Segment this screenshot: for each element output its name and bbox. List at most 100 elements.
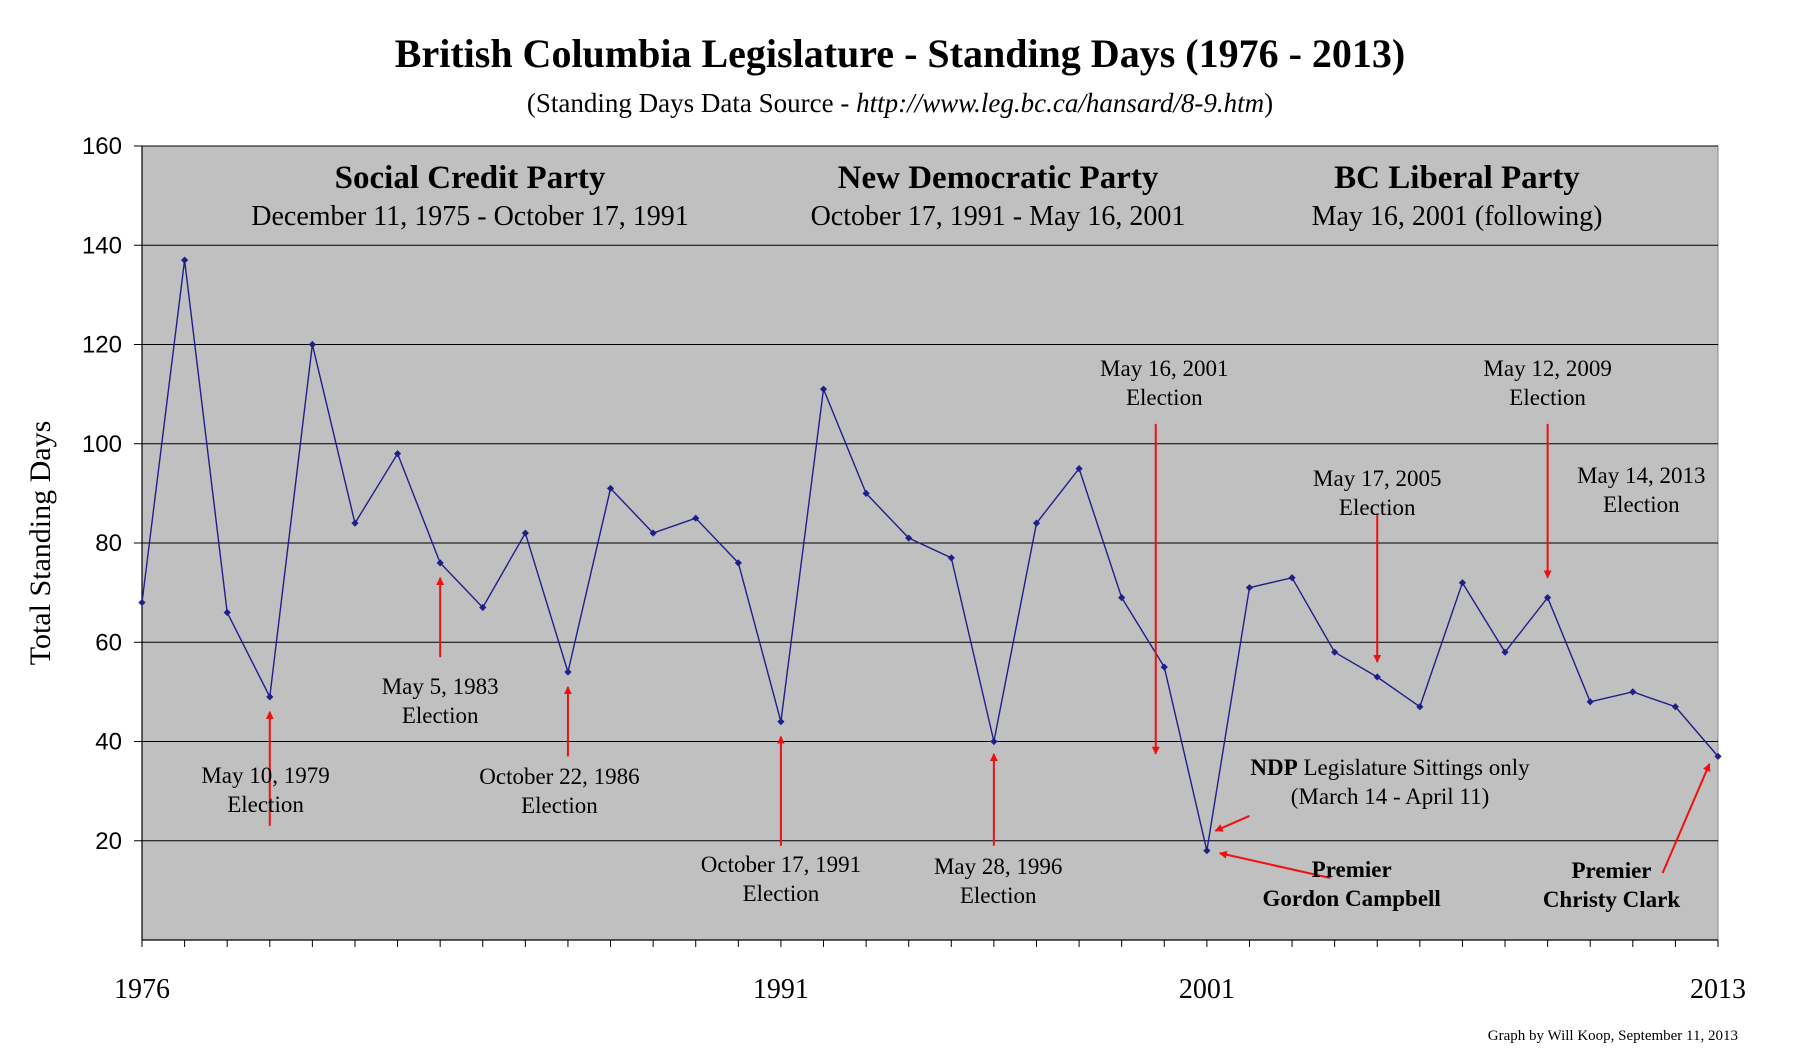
data-point-1994 — [905, 534, 913, 542]
party-name: BC Liberal Party — [1334, 160, 1580, 196]
y-tick-label: 80 — [95, 530, 122, 557]
data-point-2011 — [1629, 688, 1637, 696]
annotation-label: Premier — [1571, 858, 1651, 883]
data-point-2010 — [1586, 698, 1594, 706]
data-point-2005 — [1373, 673, 1381, 681]
data-point-1992 — [819, 385, 828, 393]
data-point-1976 — [138, 598, 146, 607]
subtitle-url: http://www.leg.bc.ca/hansard/8-9.htm — [856, 88, 1264, 118]
annotation-label: May 17, 2005 — [1313, 466, 1441, 491]
annotation-label: Election — [1509, 385, 1586, 410]
graph-credit: Graph by Will Koop, September 11, 2013 — [1488, 1028, 1738, 1044]
y-tick-label: 20 — [95, 828, 122, 855]
data-point-1980 — [308, 340, 316, 349]
data-point-1985 — [521, 529, 529, 537]
chart-title: British Columbia Legislature - Standing … — [395, 31, 1405, 76]
data-point-2007 — [1458, 579, 1467, 587]
annotation-label: Election — [743, 881, 820, 906]
chart-subtitle: (Standing Days Data Source - http://www.… — [527, 88, 1273, 118]
ndp-note-line2: (March 14 - April 11) — [1291, 784, 1489, 809]
data-point-1990 — [734, 559, 742, 567]
party-headers: Social Credit Party December 11, 1975 - O… — [251, 160, 1602, 232]
annotation-label: May 28, 1996 — [934, 854, 1062, 879]
data-point-2009 — [1544, 593, 1552, 602]
data-point-1997 — [1032, 519, 1041, 527]
annotation-label: Gordon Campbell — [1263, 886, 1441, 911]
x-tick-label: 1976 — [114, 974, 170, 1005]
data-point-1996 — [990, 737, 998, 746]
annotation-label: October 17, 1991 — [701, 852, 861, 877]
y-tick-label: 60 — [95, 629, 122, 656]
data-point-2004 — [1331, 648, 1339, 656]
data-point-1998 — [1075, 464, 1083, 473]
annotation-label: Election — [227, 792, 304, 817]
annotation-label: Election — [1339, 495, 1416, 520]
annotation-label: May 12, 2009 — [1483, 356, 1611, 381]
party-period: October 17, 1991 - May 16, 2001 — [811, 201, 1186, 232]
y-tick-label: 160 — [82, 133, 122, 160]
y-tick-label: 100 — [82, 431, 122, 458]
y-tick-label: 40 — [95, 729, 122, 756]
annotation-label: October 22, 1986 — [479, 764, 639, 789]
annotations: May 10, 1979 Election May 5, 1983 Election O… — [201, 356, 1711, 912]
data-point-2006 — [1416, 703, 1424, 711]
annotation-label: Election — [521, 793, 598, 818]
chart-titles: British Columbia Legislature - Standing … — [395, 31, 1405, 118]
annotation-label: May 5, 1983 — [382, 674, 499, 699]
ndp-note-rest: Legislature Sittings only — [1298, 755, 1530, 780]
annotation-label: May 16, 2001 — [1100, 356, 1228, 381]
annotation-label: May 14, 2013 — [1577, 463, 1705, 488]
data-point-1988 — [649, 529, 657, 537]
arrow-ndp-sittings — [1214, 815, 1250, 832]
party-name: New Democratic Party — [838, 160, 1159, 196]
data-point-1978 — [223, 608, 231, 617]
party-name: Social Credit Party — [335, 160, 606, 196]
data-point-1981 — [351, 519, 359, 527]
gridlines — [142, 145, 1718, 842]
data-point-2003 — [1288, 574, 1296, 582]
data-point-1999 — [1118, 593, 1126, 602]
data-point-1987 — [606, 484, 615, 493]
axes: 20 40 60 80 100 120 140 160 1976 1991 2001 2013 — [82, 133, 1746, 1005]
annotation-label: Election — [1603, 492, 1680, 517]
annotation-label: Election — [402, 703, 479, 728]
data-point-2002 — [1245, 584, 1254, 592]
arrow-premier-campbell — [1218, 850, 1331, 879]
arrow-premier-clark — [1661, 763, 1711, 874]
data-point-1993 — [862, 489, 870, 497]
x-tick-label: 2013 — [1690, 974, 1746, 1005]
data-point-1983 — [436, 559, 444, 567]
y-axis-label: Total Standing Days — [24, 421, 57, 666]
x-tick-label: 1991 — [753, 974, 809, 1005]
ndp-note-bold: NDP — [1250, 755, 1297, 780]
data-point-2012 — [1671, 703, 1680, 711]
series-line — [141, 260, 1719, 851]
data-point-1986 — [564, 668, 572, 676]
y-tick-label: 140 — [82, 232, 122, 259]
ndp-note: NDP Legislature Sittings only — [1250, 755, 1530, 780]
subtitle-suffix: ) — [1264, 88, 1273, 118]
data-point-2008 — [1501, 648, 1509, 656]
data-point-1977 — [180, 256, 189, 264]
annotation-label: Christy Clark — [1543, 887, 1681, 912]
data-point-2013 — [1714, 752, 1722, 760]
party-period: December 11, 1975 - October 17, 1991 — [251, 201, 689, 232]
data-point-2001 — [1203, 847, 1211, 855]
data-point-1979 — [266, 693, 274, 701]
subtitle-prefix: (Standing Days Data Source - — [527, 88, 856, 118]
data-point-1989 — [692, 514, 700, 522]
data-point-1982 — [393, 450, 402, 458]
data-point-1984 — [479, 603, 487, 612]
y-tick-label: 120 — [82, 332, 122, 359]
series-standing-days — [138, 256, 1722, 855]
annotation-label: Election — [960, 883, 1037, 908]
annotation-label: Election — [1126, 385, 1203, 410]
data-point-1991 — [777, 718, 785, 726]
data-point-1995 — [947, 554, 955, 562]
annotation-label: May 10, 1979 — [201, 763, 329, 788]
annotation-label: Premier — [1312, 857, 1392, 882]
data-point-2000 — [1160, 663, 1168, 671]
party-period: May 16, 2001 (following) — [1312, 201, 1603, 232]
x-tick-label: 2001 — [1179, 974, 1235, 1005]
